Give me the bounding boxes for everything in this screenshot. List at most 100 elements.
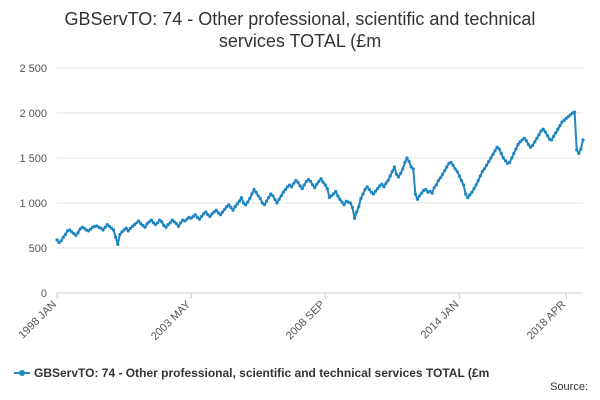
data-point	[440, 172, 445, 176]
data-point	[285, 185, 290, 189]
data-point	[424, 187, 428, 192]
data-point	[445, 165, 449, 169]
data-point	[264, 199, 269, 203]
data-point	[495, 145, 499, 149]
data-point	[355, 210, 359, 214]
data-point	[499, 151, 503, 156]
data-point	[493, 149, 497, 153]
y-tick-label: 500	[29, 243, 47, 255]
data-point	[176, 224, 181, 228]
data-point	[283, 187, 288, 192]
data-point	[101, 228, 105, 232]
chart-title: GBServTO: 74 - Other professional, scien…	[0, 8, 600, 52]
data-point	[428, 189, 432, 193]
data-point	[378, 184, 382, 188]
data-point	[252, 187, 256, 192]
data-point	[380, 182, 384, 186]
data-point	[361, 192, 365, 196]
data-point	[436, 178, 440, 183]
data-point	[562, 118, 566, 122]
data-point	[373, 189, 378, 193]
data-point	[130, 224, 135, 228]
data-point	[306, 178, 311, 182]
data-point	[55, 238, 59, 242]
gridlines	[57, 67, 583, 294]
data-point	[399, 171, 403, 175]
data-point	[325, 187, 329, 191]
data-point	[202, 212, 206, 216]
data-point	[298, 184, 302, 188]
data-point	[533, 140, 537, 144]
data-point	[476, 178, 480, 183]
data-point	[554, 131, 558, 135]
source-credit: Source:	[550, 381, 588, 393]
data-point	[260, 201, 264, 205]
series-line	[55, 110, 585, 246]
data-point	[118, 232, 122, 237]
data-point	[342, 203, 346, 207]
data-point	[568, 113, 573, 117]
data-point	[522, 136, 526, 140]
data-point	[166, 223, 170, 227]
data-point	[271, 194, 275, 198]
y-tick-label: 2 500	[19, 63, 47, 75]
data-point	[107, 224, 111, 228]
data-point	[296, 180, 300, 184]
data-point	[581, 138, 585, 142]
data-point	[315, 182, 319, 186]
data-point	[206, 213, 210, 217]
data-point	[413, 192, 417, 196]
data-point	[76, 231, 80, 235]
data-point	[520, 138, 524, 142]
data-point	[503, 159, 508, 163]
data-point	[451, 163, 455, 167]
data-point	[334, 189, 338, 193]
data-point	[524, 139, 529, 143]
data-point	[549, 138, 554, 142]
legend[interactable]: GBServTO: 74 - Other professional, scien…	[14, 366, 489, 380]
data-point	[216, 211, 220, 215]
data-point	[139, 222, 143, 226]
data-point	[321, 180, 325, 184]
data-point	[290, 185, 294, 189]
chart-title-line1: GBServTO: 74 - Other professional, scien…	[64, 9, 536, 29]
data-point	[329, 194, 334, 198]
data-point	[204, 210, 208, 214]
data-point	[535, 136, 539, 140]
data-point	[518, 140, 522, 144]
data-point	[74, 233, 78, 237]
x-tick-label: 2003 MAY	[149, 298, 194, 343]
legend-label: GBServTO: 74 - Other professional, scien…	[34, 366, 490, 380]
data-point	[403, 160, 407, 165]
data-point	[443, 169, 447, 173]
data-point	[468, 193, 472, 197]
data-point	[369, 190, 373, 194]
data-point	[455, 169, 459, 174]
data-point	[267, 196, 271, 200]
data-point	[88, 227, 93, 231]
data-point	[537, 133, 541, 137]
data-point	[311, 183, 315, 187]
data-point	[275, 201, 279, 205]
data-point	[390, 169, 394, 174]
data-point	[466, 196, 470, 200]
data-point	[359, 196, 363, 201]
data-point	[545, 133, 549, 138]
x-axis-ticks: 1998 JAN 2003 MAY 2008 SEP 2014 JAN 2018 APR	[16, 293, 568, 343]
data-point	[365, 185, 369, 189]
data-point	[434, 183, 438, 187]
data-point	[323, 183, 327, 187]
data-point	[277, 197, 281, 201]
data-point	[394, 172, 399, 176]
data-point	[510, 156, 514, 160]
data-point	[474, 183, 478, 187]
data-point	[281, 190, 285, 194]
data-point	[116, 242, 120, 246]
data-point	[86, 229, 91, 233]
data-point	[147, 220, 151, 224]
data-point	[566, 115, 570, 119]
x-tick-label: 1998 JAN	[16, 299, 59, 342]
data-point	[237, 199, 241, 203]
data-point	[164, 225, 168, 229]
